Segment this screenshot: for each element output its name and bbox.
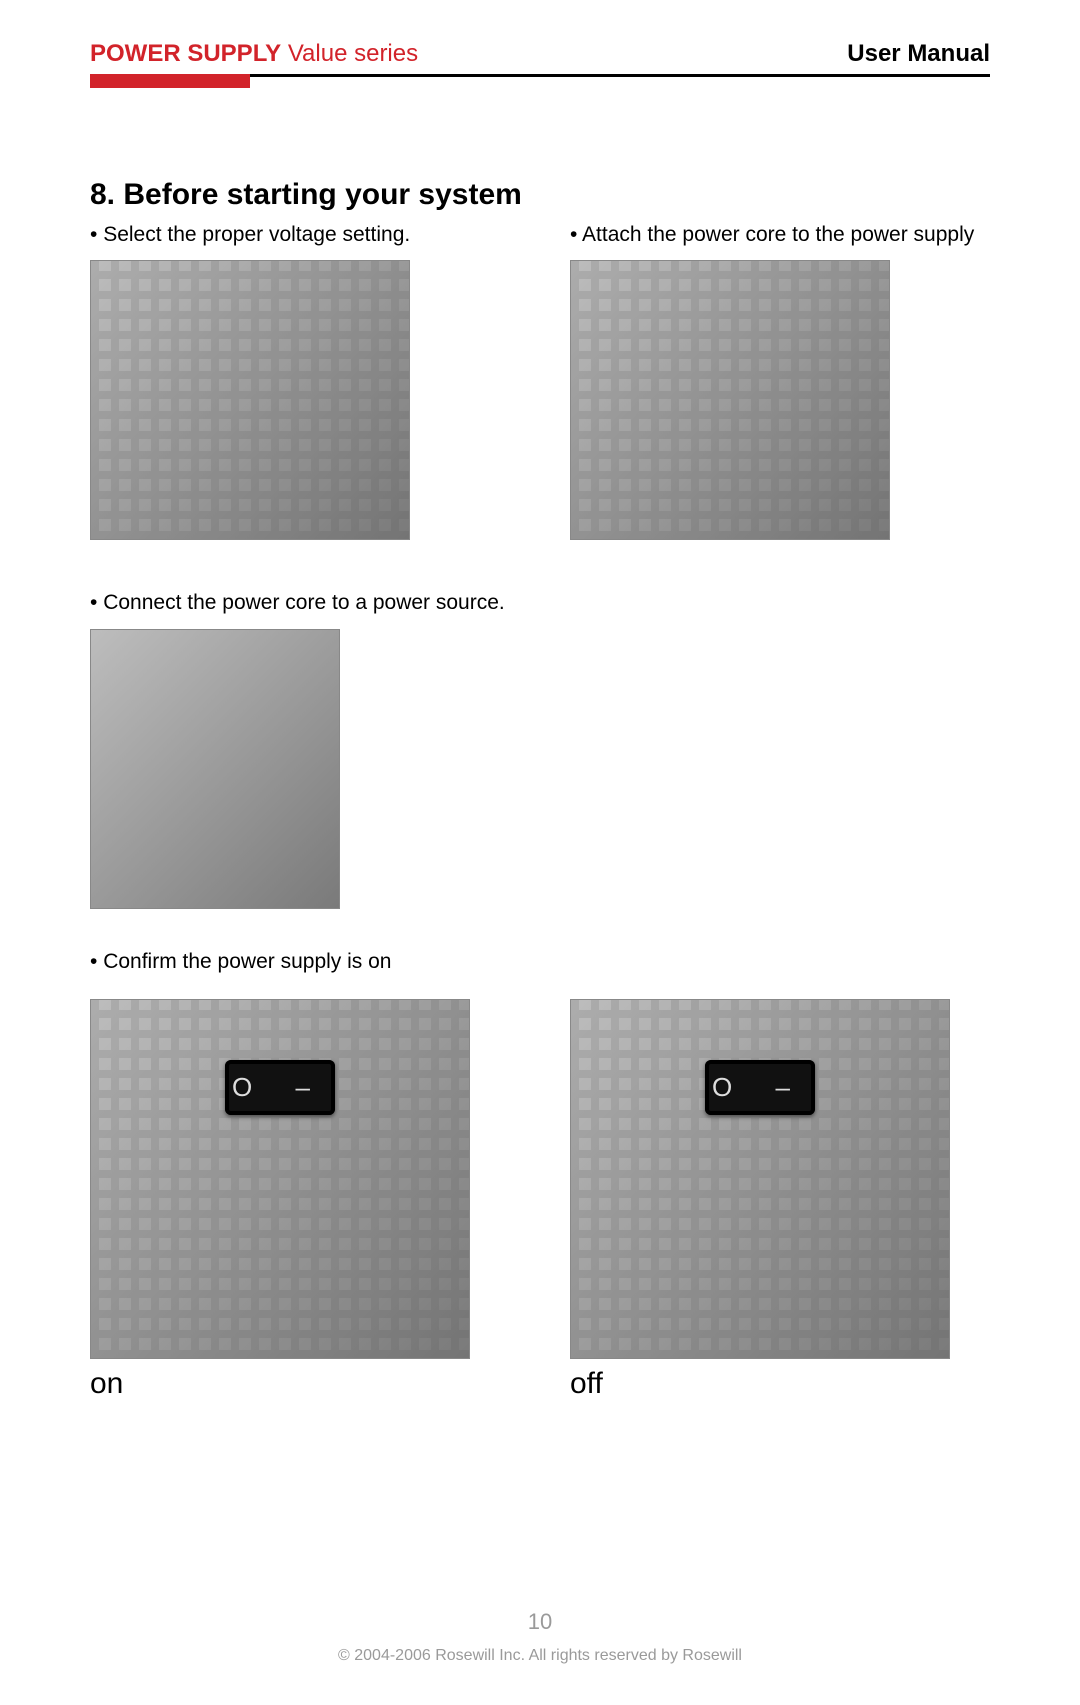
copyright: © 2004-2006 Rosewill Inc. All rights res… [338,1647,742,1665]
rule-thin [250,74,990,77]
label-off: off [570,1367,990,1401]
rule-accent [90,74,250,88]
image-switch-on: O – [90,999,470,1359]
image-voltage-selector [90,260,410,540]
header-right: User Manual [847,40,990,68]
page-header: POWER SUPPLY Value series User Manual [90,40,990,68]
content-area: 8. Before starting your system Select th… [90,178,990,1401]
onoff-row: O – on O – off [90,987,990,1401]
col-voltage: Select the proper voltage setting. [90,222,510,540]
page-number: 10 [528,1609,552,1635]
image-switch-off: O – [570,999,950,1359]
bullet-attach: Attach the power core to the power suppl… [570,222,990,248]
bullet-connect: Connect the power core to a power source… [90,590,990,616]
manual-page: POWER SUPPLY Value series User Manual 8.… [0,0,1080,1705]
label-on: on [90,1367,510,1401]
rocker-switch-off: O – [705,1060,815,1115]
section-heading: 8. Before starting your system [90,178,990,212]
product-name: POWER SUPPLY [90,40,281,67]
product-series: Value series [281,40,418,67]
image-wall-outlet [90,629,340,909]
col-attach: Attach the power core to the power suppl… [570,222,990,540]
section-title-text: Before starting your system [123,178,521,211]
section-number: 8. [90,178,115,211]
row-2: Connect the power core to a power source… [90,590,990,908]
onoff-off: O – off [570,987,990,1401]
image-attach-cord [570,260,890,540]
header-rule [90,74,990,88]
bullet-voltage: Select the proper voltage setting. [90,222,510,248]
rocker-switch-on: O – [225,1060,335,1115]
row-3: Confirm the power supply is on O – on O … [90,949,990,1401]
bullet-confirm: Confirm the power supply is on [90,949,990,975]
row-1: Select the proper voltage setting. Attac… [90,222,990,540]
onoff-on: O – on [90,987,510,1401]
header-left: POWER SUPPLY Value series [90,40,418,68]
